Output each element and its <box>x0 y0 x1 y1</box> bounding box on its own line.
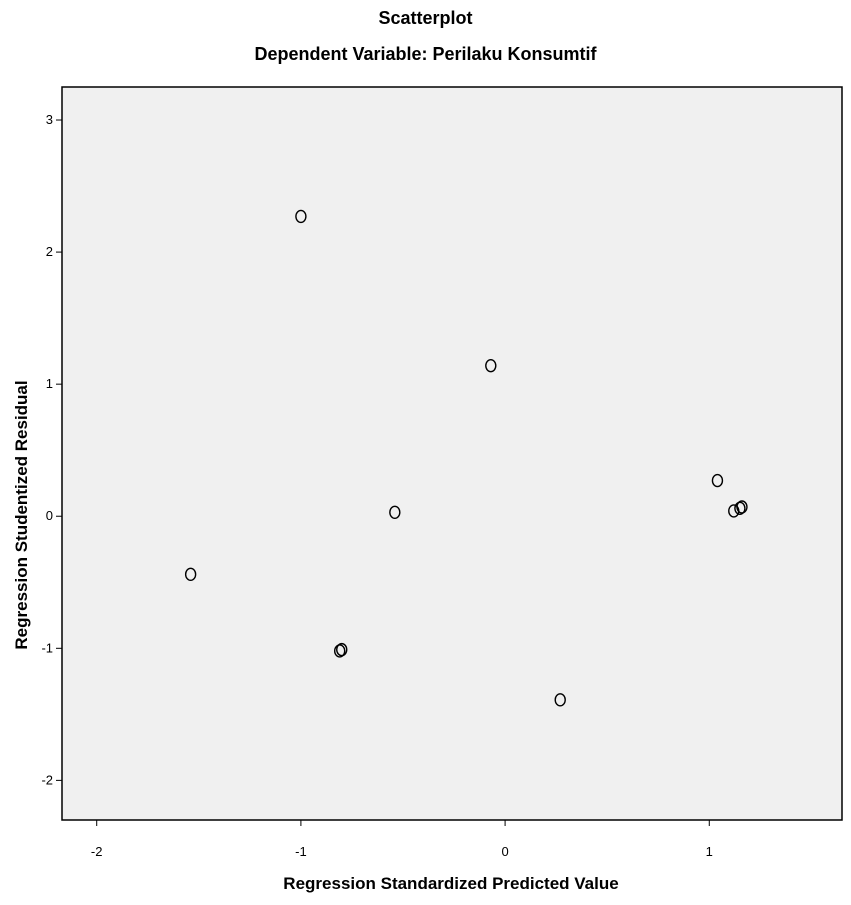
plot-area <box>61 86 843 821</box>
y-tick-label: 0 <box>46 508 53 523</box>
y-tick-label: 2 <box>46 244 53 259</box>
y-axis: -2 -1 0 1 2 3 <box>41 112 62 787</box>
x-tick-label: 0 <box>501 844 508 859</box>
x-tick-label: 1 <box>706 844 713 859</box>
data-point <box>295 209 307 224</box>
data-points <box>184 209 748 707</box>
data-point <box>184 567 197 582</box>
data-point <box>711 473 724 488</box>
x-axis: -2 -1 0 1 <box>91 820 713 859</box>
y-tick-label: 1 <box>46 376 53 391</box>
data-point <box>734 501 746 516</box>
data-point <box>554 693 566 707</box>
x-tick-label: -1 <box>295 844 307 859</box>
chart-title: Scatterplot <box>378 8 473 28</box>
y-axis-label: Regression Studentized Residual <box>12 380 31 649</box>
y-tick-label: -2 <box>41 772 53 787</box>
data-point <box>485 358 497 373</box>
y-tick-label: 3 <box>46 112 53 127</box>
x-axis-label: Regression Standardized Predicted Value <box>283 874 618 893</box>
x-tick-label: -2 <box>91 844 103 859</box>
chart-subtitle: Dependent Variable: Perilaku Konsumtif <box>254 44 597 64</box>
data-point <box>389 505 401 519</box>
y-tick-label: -1 <box>41 640 53 655</box>
data-point <box>336 642 348 657</box>
